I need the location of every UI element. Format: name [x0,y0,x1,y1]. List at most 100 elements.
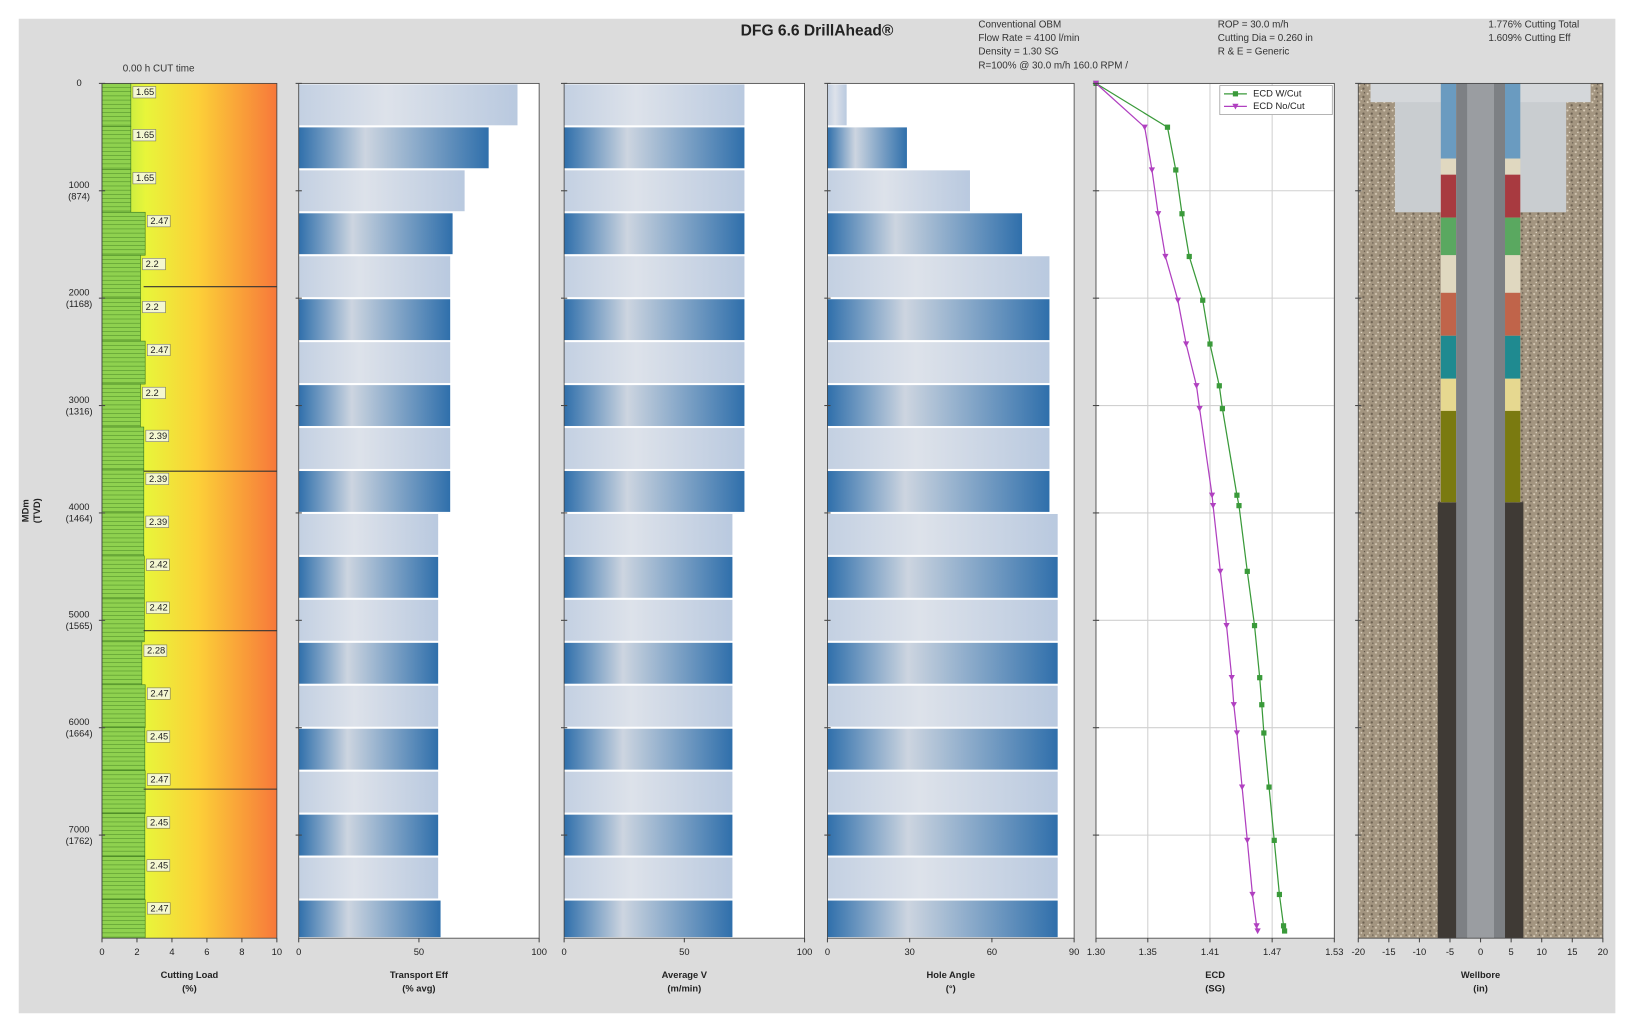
value-label: 2.2 [146,388,159,398]
bar [101,899,146,939]
bar [827,771,1058,813]
bar [298,385,451,426]
bar [101,211,146,256]
x-tick-label: 5 [1509,947,1514,957]
bar [101,684,146,729]
bar [564,556,733,598]
x-tick-label: 100 [797,947,813,957]
marker [1257,675,1263,681]
x-tick-label: 50 [414,947,424,957]
info-text: R=100% @ 30.0 m/h 160.0 RPM / [978,60,1128,71]
value-label-box [146,730,171,743]
value-label: 1.65 [136,173,154,183]
value-label: 1.65 [136,87,154,97]
marker [1281,928,1288,934]
x-tick-label: 50 [679,947,689,957]
marker [1236,503,1242,509]
bha-component [1505,378,1521,411]
value-label: 2.45 [150,860,168,870]
x-tick-label: -15 [1382,947,1396,957]
x-tick-label: 10 [272,947,282,957]
x-tick-label: 0 [562,947,567,957]
bar [298,471,451,512]
bar [298,599,439,641]
value-label-box [146,601,170,614]
bar [564,385,745,426]
x-tick-label: 0 [1478,947,1483,957]
bar [564,513,733,555]
x-axis-label: Cutting Load [161,970,219,980]
marker [1183,341,1190,348]
bar [827,814,1058,856]
marker [1179,211,1185,217]
x-tick-label: 4 [169,947,174,957]
y-tick-label: 1000 [69,180,90,190]
bha-component [1440,255,1457,293]
x-axis-unit: (SG) [1205,984,1225,994]
y-tick-sublabel: (1168) [66,299,92,309]
value-label-box [132,172,157,185]
bar [101,813,146,857]
value-label: 1.65 [136,130,154,140]
bar [101,770,146,814]
value-label-box [147,773,171,786]
cut-time: 0.00 h CUT time [123,63,195,74]
bha-component [1505,292,1521,336]
marker [1217,568,1224,575]
y-axis-sublabel: (TVD) [32,498,42,523]
marker [1261,730,1267,736]
marker [1174,297,1181,304]
marker [1244,837,1251,844]
bar [298,84,518,126]
value-label-box [132,86,157,99]
info-text: Density = 1.30 SG [978,47,1058,58]
bar [298,814,439,856]
x-tick-label: 0 [99,947,104,957]
y-tick-sublabel: (1762) [66,836,93,846]
bar [298,771,439,813]
bar [827,728,1058,770]
marker [1208,492,1216,499]
value-label-box [145,515,170,528]
bha-component [1440,158,1457,175]
marker [1238,784,1246,791]
x-tick-label: 2 [134,947,139,957]
marker [1230,702,1237,708]
x-tick-label: 10 [1537,947,1547,957]
bar [298,857,439,899]
bar [827,256,1050,298]
value-label-box [145,472,170,485]
legend-box [1219,85,1333,115]
bar [564,857,733,899]
marker [1196,406,1203,412]
bar [564,428,745,469]
x-tick-label: 0 [825,947,830,957]
marker [1219,406,1226,412]
bar [298,513,439,555]
bar [827,385,1050,426]
legend-label: ECD W/Cut [1253,88,1302,98]
legend-label: ECD No/Cut [1253,101,1305,111]
y-axis-label: MDm [20,499,30,522]
value-label: 2.42 [150,603,168,613]
bar [827,170,970,212]
bha-component [1505,83,1521,159]
marker [1271,837,1277,843]
y-tick-sublabel: (1565) [66,621,93,631]
y-tick-label: 4000 [69,502,90,512]
x-tick-label: 1.47 [1263,947,1281,957]
plot-area [1095,83,1335,939]
bar [101,469,145,514]
legend-marker [1232,91,1239,97]
value-label-box [142,386,166,399]
bar [101,126,132,170]
bar [827,342,1050,384]
drill-pipe-bore [1467,83,1495,939]
bar [298,728,439,770]
bar [564,900,733,938]
value-label: 2.39 [149,431,167,441]
bar [298,642,439,684]
x-tick-label: -5 [1446,947,1454,957]
bha-component [1440,174,1457,218]
bar [101,83,132,127]
